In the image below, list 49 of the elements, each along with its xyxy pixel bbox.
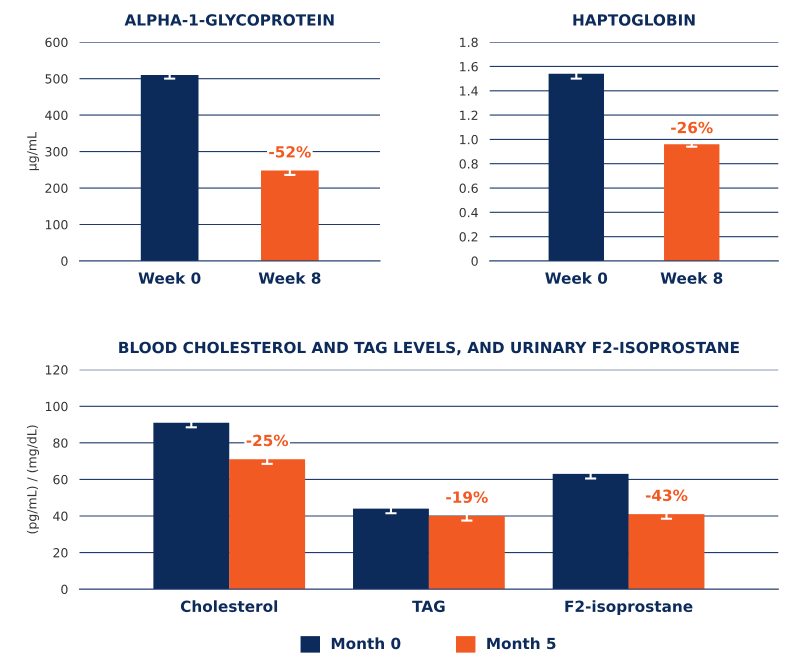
x-tick-label: Cholesterol — [180, 600, 278, 612]
bar — [229, 459, 306, 590]
y-tick-label: 100 — [46, 220, 68, 230]
y-tick-label: 40 — [53, 511, 68, 521]
bar — [552, 474, 629, 590]
annotation: -19% — [446, 491, 488, 503]
x-tick-label: Week 8 — [258, 272, 320, 284]
x-tick-label: Week 0 — [545, 272, 608, 284]
y-tick-label: 0.4 — [460, 208, 478, 218]
bar — [153, 422, 230, 590]
y-tick-label: 1.8 — [460, 38, 478, 48]
y-tick-label: 400 — [45, 110, 68, 120]
chart-title: BLOOD CHOLESTEROL AND TAG LEVELS, AND URINARY F2-ISOPROSTANE — [119, 342, 739, 356]
y-tick-label: 1.4 — [460, 86, 478, 96]
legend-label: Month 5 — [487, 637, 556, 650]
y-tick-label: 60 — [53, 474, 68, 484]
y-tick-label: 0 — [61, 584, 68, 594]
y-axis-title: µg/mL — [27, 132, 39, 170]
y-tick-label: 600 — [45, 38, 68, 48]
y-tick-label: 20 — [53, 548, 68, 558]
y-tick-label: 0.2 — [460, 232, 478, 242]
x-tick-label: Week 0 — [138, 272, 200, 284]
y-tick-label: 1.6 — [460, 62, 478, 72]
x-tick-label: F2-isoprostane — [565, 600, 692, 616]
annotation: -25% — [246, 434, 288, 446]
y-tick-label: 0 — [61, 256, 68, 266]
y-tick-label: 0 — [471, 256, 478, 266]
y-tick-label: 500 — [45, 74, 68, 84]
y-tick-label: 1.0 — [460, 134, 478, 144]
bar — [628, 514, 704, 590]
x-tick-label: Week 8 — [660, 272, 722, 284]
y-tick-label: 300 — [45, 147, 68, 156]
y-axis-title: (pg/mL) / (mg/dL) — [26, 425, 39, 534]
bar — [353, 508, 429, 590]
annotation: -52% — [269, 146, 311, 158]
legend-label: Month 0 — [332, 637, 400, 650]
chart-title: ALPHA-1-GLYCOPROTEIN — [124, 14, 334, 26]
annotation: -26% — [671, 122, 713, 134]
y-tick-label: 1.2 — [460, 110, 478, 120]
y-tick-label: 100 — [46, 402, 68, 412]
y-tick-label: 120 — [46, 365, 68, 375]
x-tick-label: TAG — [412, 600, 445, 612]
bar — [428, 516, 505, 590]
annotation: -43% — [646, 490, 688, 502]
y-tick-label: 200 — [45, 184, 68, 193]
y-tick-label: 0.6 — [460, 184, 478, 193]
chart-title: HAPTOGLOBIN — [573, 14, 695, 26]
y-tick-label: 80 — [53, 438, 68, 448]
y-tick-label: 0.8 — [460, 159, 478, 169]
